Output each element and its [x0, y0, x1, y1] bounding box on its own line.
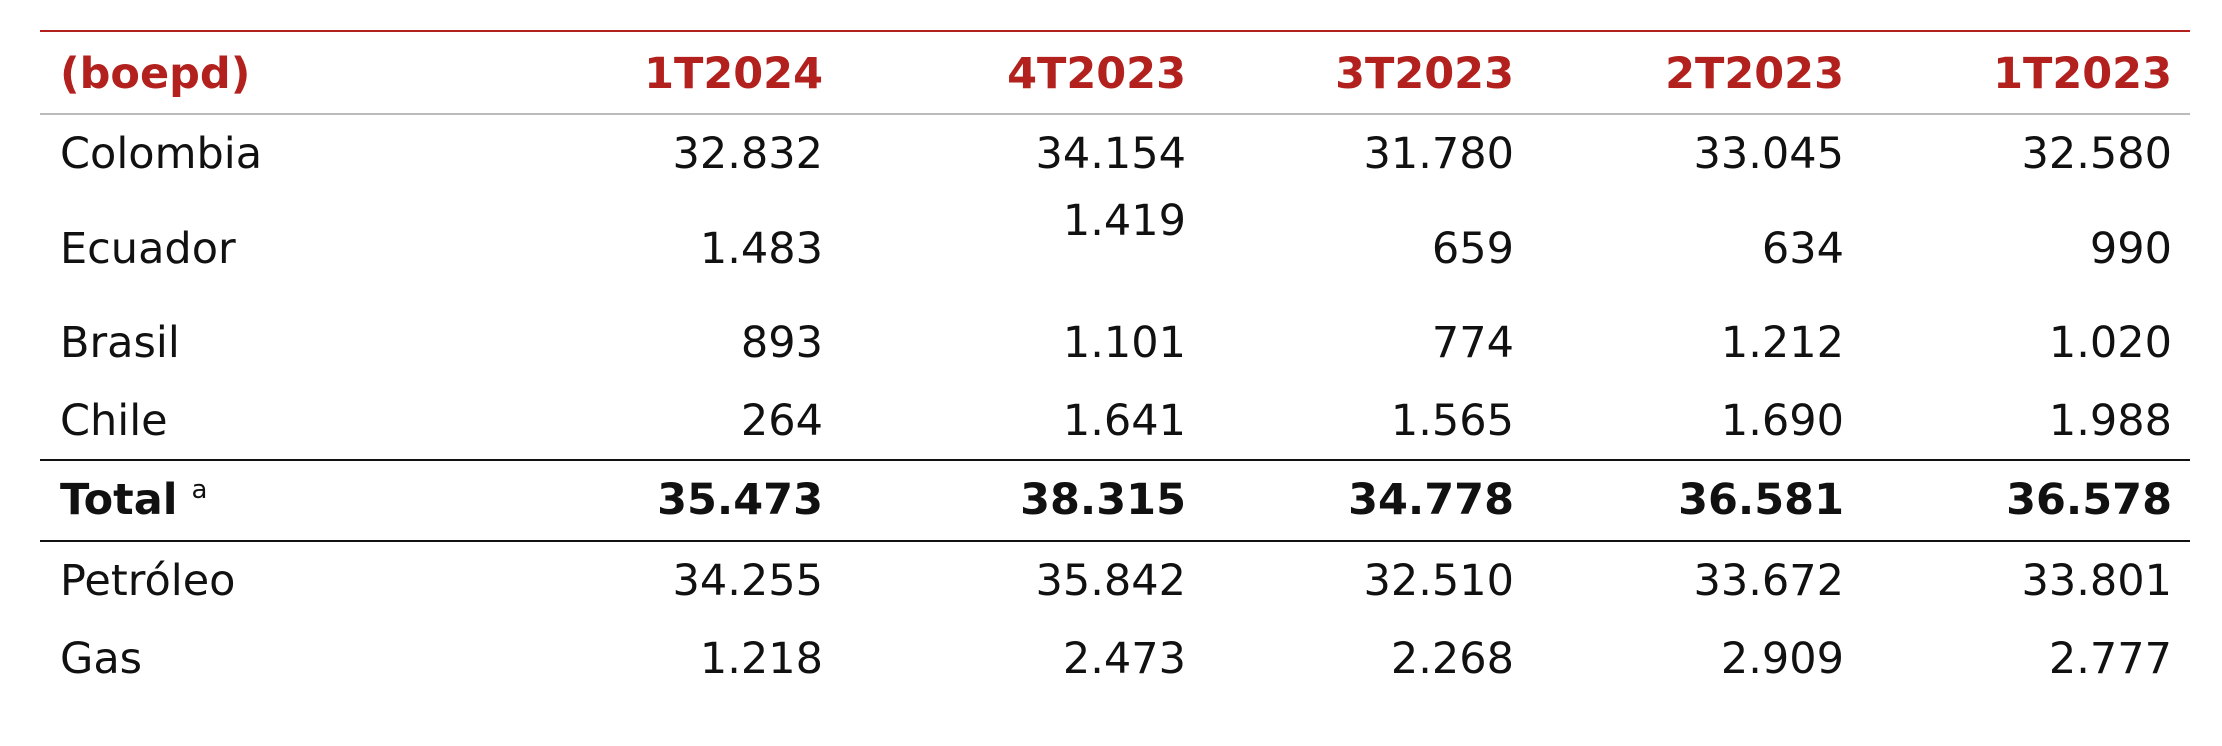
footnote-marker: a: [191, 475, 207, 505]
cell: 774: [1432, 318, 1514, 368]
cell: 1.690: [1721, 396, 1844, 446]
cell: 1.641: [1063, 396, 1186, 446]
cell: 35.842: [1036, 556, 1186, 606]
cell: 659: [1432, 224, 1514, 274]
cell: 32.832: [673, 129, 823, 179]
cell: 33.045: [1694, 129, 1844, 179]
cell: 1.419: [1063, 196, 1186, 246]
cell: 1.212: [1721, 318, 1844, 368]
row-label: Gas: [60, 634, 142, 684]
row-label: Petróleo: [60, 556, 235, 606]
cell: 2.909: [1721, 634, 1844, 684]
row-label: Brasil: [60, 318, 180, 368]
row-label: Ecuador: [60, 224, 236, 274]
cell: 990: [2090, 224, 2172, 274]
cell: 1.565: [1391, 396, 1514, 446]
header-cell: 1T2024: [644, 49, 823, 99]
cell: 34.778: [1348, 475, 1514, 525]
header-cell: 3T2023: [1335, 49, 1514, 99]
cell: 33.672: [1694, 556, 1844, 606]
header-cell: (boepd): [60, 49, 250, 99]
cell: 893: [741, 318, 823, 368]
header-cell: 4T2023: [1007, 49, 1186, 99]
cell: 2.473: [1063, 634, 1186, 684]
cell: 36.581: [1678, 475, 1844, 525]
cell: 1.483: [700, 224, 823, 274]
header-cell: 2T2023: [1665, 49, 1844, 99]
cell: 1.988: [2049, 396, 2172, 446]
cell: 35.473: [657, 475, 823, 525]
cell: 634: [1762, 224, 1844, 274]
cell: 2.777: [2049, 634, 2172, 684]
cell: 264: [741, 396, 823, 446]
cell: 32.580: [2022, 129, 2172, 179]
cell: 36.578: [2006, 475, 2172, 525]
cell: 33.801: [2022, 556, 2172, 606]
cell: 31.780: [1364, 129, 1514, 179]
header-cell: 1T2023: [1993, 49, 2172, 99]
cell: 1.101: [1063, 318, 1186, 368]
row-label: Chile: [60, 396, 168, 446]
cell: 38.315: [1020, 475, 1186, 525]
cell: 1.020: [2049, 318, 2172, 368]
cell: 1.218: [700, 634, 823, 684]
cell: 32.510: [1364, 556, 1514, 606]
cell: 34.154: [1036, 129, 1186, 179]
row-label: Total: [60, 475, 177, 525]
cell: 2.268: [1391, 634, 1514, 684]
cell: 34.255: [673, 556, 823, 606]
row-label: Colombia: [60, 129, 262, 179]
